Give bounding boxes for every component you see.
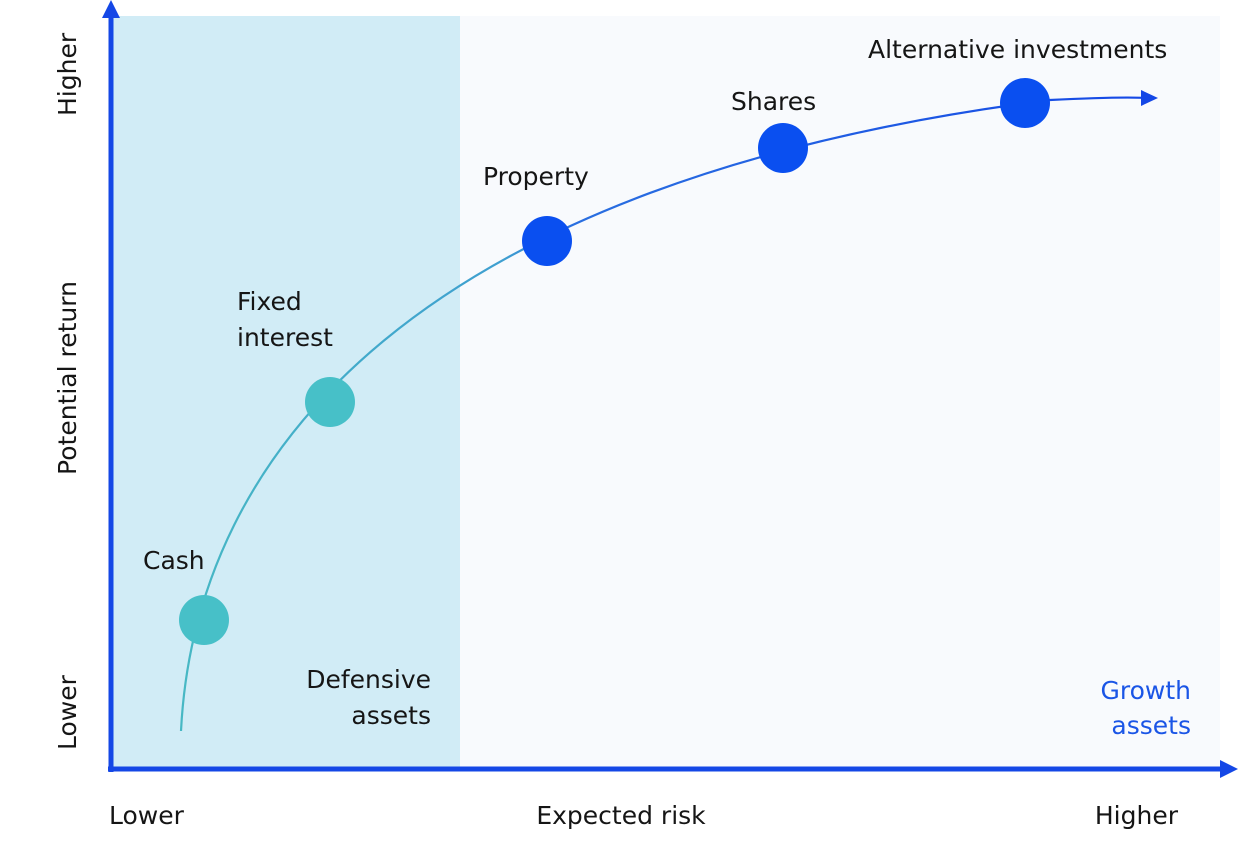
curve-arrowhead: [1141, 90, 1158, 106]
cash-marker: [179, 595, 229, 645]
x-axis-arrowhead: [1220, 760, 1238, 778]
property-marker: [522, 216, 572, 266]
fixed-interest-marker: [305, 377, 355, 427]
x-axis-high-label: Higher: [1095, 801, 1179, 830]
shares-marker: [758, 123, 808, 173]
growth-assets-label-line2: assets: [1111, 711, 1191, 740]
cash-label: Cash: [143, 546, 205, 575]
y-axis-arrowhead: [102, 0, 120, 18]
property-label: Property: [483, 162, 589, 191]
alternative-investments-label: Alternative investments: [868, 35, 1167, 64]
x-axis-low-label: Lower: [109, 801, 185, 830]
defensive-assets-zone: [110, 16, 460, 767]
fixed-interest-label-line1: Fixed: [237, 287, 302, 316]
fixed-interest-label-line2: interest: [237, 323, 333, 352]
growth-assets-zone: [460, 16, 1220, 767]
shares-label: Shares: [731, 87, 816, 116]
defensive-assets-label-line1: Defensive: [306, 665, 431, 694]
x-axis-title: Expected risk: [536, 801, 706, 830]
y-axis-high-label: Higher: [53, 32, 82, 116]
y-axis-low-label: Lower: [53, 674, 82, 750]
alternative-investments-marker: [1000, 78, 1050, 128]
growth-assets-label-line1: Growth: [1101, 676, 1192, 705]
y-axis-title: Potential return: [53, 281, 82, 475]
defensive-assets-label-line2: assets: [351, 701, 431, 730]
